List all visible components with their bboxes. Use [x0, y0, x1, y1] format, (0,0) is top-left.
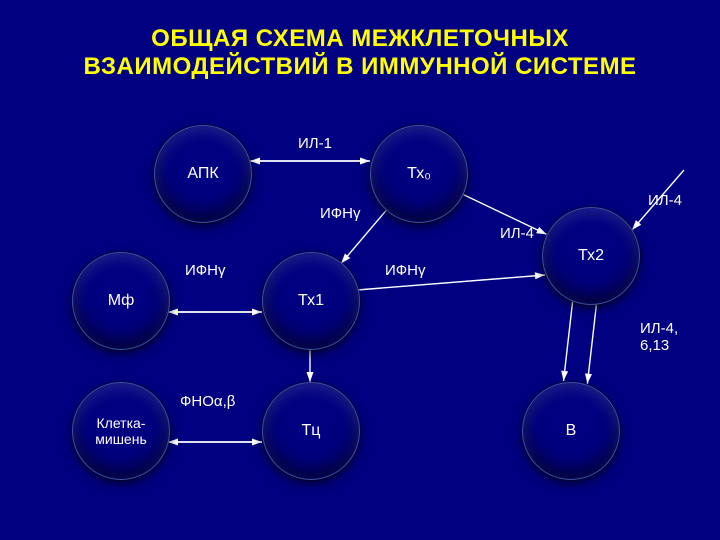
node-th2: Тх2 [542, 207, 640, 305]
node-apk: АПК [154, 125, 252, 223]
node-tc: Тц [262, 382, 360, 480]
edge-label: ФНОα,β [180, 393, 235, 410]
node-target: Клетка- мишень [72, 382, 170, 480]
edge-label: ИЛ-4 [500, 225, 534, 242]
edge-label: ИЛ-4, 6,13 [640, 320, 678, 354]
node-th0: Тх₀ [370, 125, 468, 223]
node-th1: Тх1 [262, 252, 360, 350]
node-mf: Мф [72, 252, 170, 350]
diagram-stage: { "canvas": { "w": 720, "h": 540, "backg… [0, 0, 720, 540]
edge-label: ИФНγ [320, 205, 361, 222]
edge-label: ИФНγ [385, 262, 426, 279]
node-b: В [522, 382, 620, 480]
edge-label: ИЛ-4 [648, 192, 682, 209]
edge-label: ИЛ-1 [298, 135, 332, 152]
edge-label: ИФНγ [185, 262, 226, 279]
